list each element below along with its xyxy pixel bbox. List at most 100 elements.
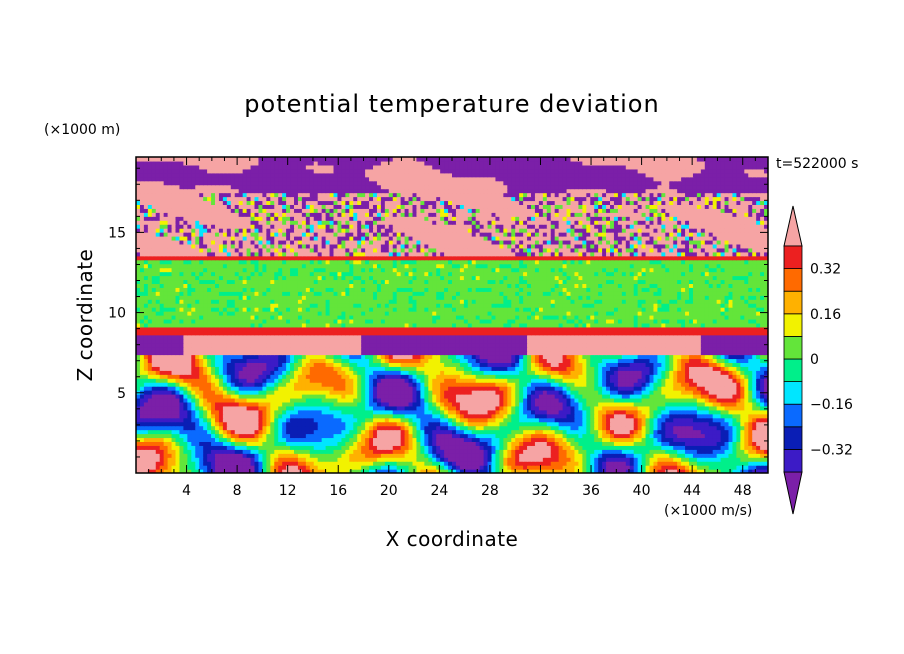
field-cell — [218, 429, 224, 435]
field-cell — [681, 382, 686, 387]
field-cell — [657, 429, 662, 435]
field-cell — [412, 366, 418, 371]
field-cell — [756, 390, 761, 395]
field-cell — [463, 409, 469, 415]
field-cell — [191, 394, 196, 399]
field-cell — [708, 366, 714, 371]
field-cell — [740, 461, 745, 466]
field-cell — [440, 354, 445, 360]
field-cell — [333, 350, 339, 356]
field-cell — [475, 390, 481, 395]
field-cell — [515, 433, 520, 439]
field-cell — [143, 378, 149, 383]
field-cell — [483, 350, 489, 356]
field-cell — [633, 350, 639, 356]
field-cell — [199, 358, 204, 363]
field-cell — [211, 362, 216, 367]
field-cell — [262, 358, 267, 363]
field-cell — [428, 374, 433, 379]
field-cell — [700, 390, 706, 395]
field-cell — [546, 397, 552, 403]
field-cell — [215, 449, 220, 454]
field-cell — [558, 397, 564, 403]
field-cell — [147, 409, 153, 415]
field-cell — [218, 370, 224, 375]
field-cell — [203, 366, 208, 371]
field-cell — [175, 461, 181, 466]
field-cell — [286, 457, 291, 462]
field-cell — [388, 449, 394, 454]
field-cell — [183, 397, 188, 403]
field-cell — [222, 429, 228, 435]
field-cell — [463, 386, 469, 391]
field-cell — [550, 461, 556, 466]
field-cell — [653, 401, 658, 407]
field-cell — [199, 390, 204, 395]
field-cell — [527, 366, 532, 371]
field-cell — [586, 370, 591, 375]
field-cell — [653, 461, 658, 466]
field-cell — [333, 417, 339, 423]
field-cell — [203, 461, 208, 466]
field-cell — [550, 394, 556, 399]
field-cell — [637, 401, 643, 407]
field-cell — [554, 433, 560, 439]
field-cell — [752, 350, 757, 356]
field-cell — [159, 461, 165, 466]
field-cell — [215, 417, 220, 423]
field-cell — [645, 417, 651, 423]
field-cell — [507, 413, 512, 419]
field-cell — [685, 425, 690, 431]
field-cell — [404, 397, 410, 403]
field-cell — [673, 437, 678, 442]
field-cell — [538, 354, 544, 360]
field-cell — [613, 453, 619, 458]
field-cell — [692, 437, 698, 442]
field-cell — [673, 413, 678, 419]
field-cell — [179, 453, 184, 458]
field-cell — [404, 409, 410, 415]
field-cell — [527, 413, 532, 419]
field-cell — [534, 386, 540, 391]
field-cell — [187, 469, 192, 473]
field-cell — [653, 449, 658, 454]
field-cell — [155, 445, 161, 450]
field-cell — [633, 453, 639, 458]
field-cell — [475, 405, 481, 411]
field-cell — [444, 465, 449, 470]
field-cell — [519, 429, 524, 435]
field-cell — [594, 445, 599, 450]
field-cell — [744, 425, 749, 431]
field-cell — [554, 382, 560, 387]
field-cell — [400, 417, 406, 423]
field-cell — [554, 469, 560, 473]
field-cell — [712, 429, 718, 435]
field-cell — [653, 378, 658, 383]
field-cell — [305, 449, 311, 454]
field-cell — [147, 397, 153, 403]
field-cell — [408, 441, 414, 446]
field-cell — [195, 366, 200, 371]
field-cell — [396, 457, 402, 462]
field-cell — [602, 358, 607, 363]
field-cell — [238, 469, 244, 473]
field-cell — [147, 358, 153, 363]
field-cell — [696, 421, 702, 427]
field-cell — [633, 378, 639, 383]
field-cell — [542, 461, 548, 466]
field-cell — [546, 374, 552, 379]
field-cell — [353, 378, 358, 383]
field-cell — [404, 429, 410, 435]
field-cell — [578, 445, 583, 450]
field-cell — [527, 453, 532, 458]
field-cell — [400, 453, 406, 458]
field-cell — [337, 445, 342, 450]
field-cell — [349, 370, 354, 375]
field-cell — [207, 413, 212, 419]
field-cell — [491, 405, 497, 411]
field-cell — [558, 358, 564, 363]
field-cell — [262, 465, 267, 470]
field-cell — [459, 437, 465, 442]
field-cell — [570, 425, 576, 431]
